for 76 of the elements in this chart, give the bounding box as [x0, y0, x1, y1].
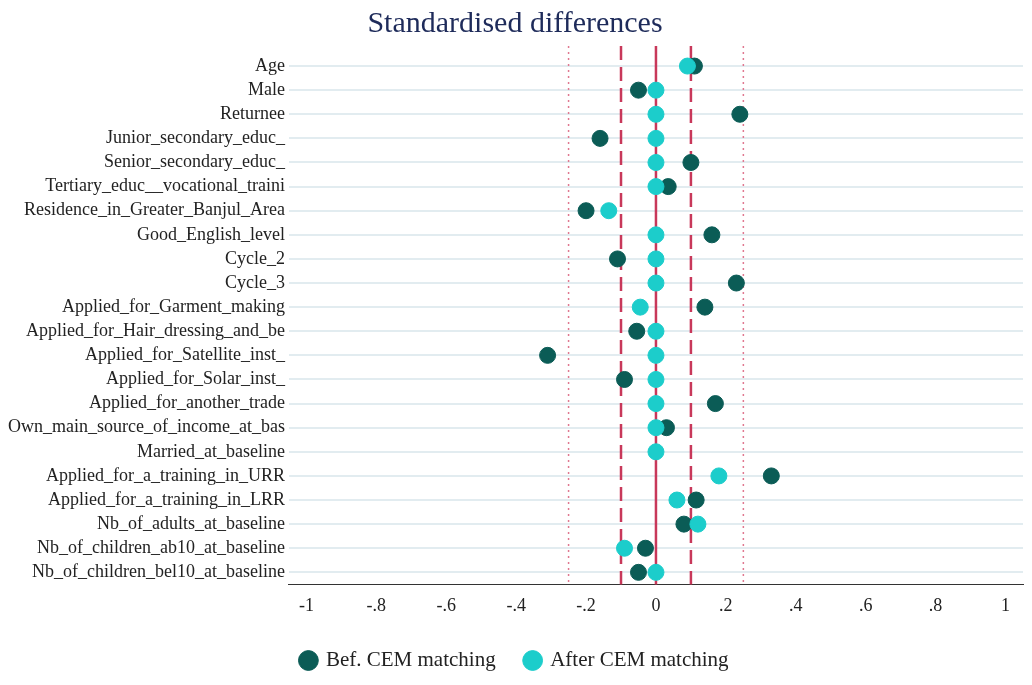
- x-tick-label: .8: [928, 594, 943, 615]
- x-tick-label: -.8: [366, 594, 387, 615]
- y-tick-label: Tertiary_educ__vocational_traini: [45, 175, 285, 196]
- y-tick-label: Senior_secondary_educ_: [103, 151, 286, 172]
- point: [616, 539, 633, 557]
- point: [647, 153, 665, 171]
- y-tick-label: Male: [247, 78, 285, 99]
- point: [647, 226, 665, 244]
- y-tick-label: Applied_for_another_trade: [88, 392, 285, 413]
- x-tick-label: 0: [651, 594, 661, 615]
- x-tick-label: -.2: [576, 594, 596, 615]
- point: [647, 370, 665, 388]
- point: [647, 81, 665, 99]
- point: [631, 298, 649, 316]
- x-tick-label: .2: [719, 594, 733, 615]
- y-tick-label: Nb_of_adults_at_baseline: [96, 512, 285, 533]
- y-tick-label: Applied_for_Hair_dressing_and_be: [25, 319, 285, 340]
- point: [647, 274, 665, 292]
- y-tick-label: Married_at_baseline: [136, 440, 285, 461]
- point: [629, 81, 647, 99]
- y-tick-label: Applied_for_Satellite_inst_: [84, 344, 286, 365]
- point: [647, 395, 665, 413]
- point: [668, 491, 686, 509]
- point: [647, 178, 665, 196]
- point: [647, 250, 665, 268]
- x-tick-label: -.4: [506, 594, 526, 615]
- point: [703, 226, 721, 244]
- point: [647, 346, 665, 364]
- point: [710, 467, 728, 485]
- point: [647, 105, 665, 123]
- point: [616, 370, 633, 388]
- x-tick-label: -.6: [436, 594, 456, 615]
- point: [609, 250, 627, 268]
- point: [706, 395, 724, 413]
- legend-label: After CEM matching: [550, 647, 730, 672]
- y-tick-label: Applied_for_a_training_in_URR: [45, 464, 285, 485]
- y-tick-label: Good_English_level: [136, 223, 285, 244]
- point: [647, 129, 665, 147]
- point: [727, 274, 745, 292]
- y-tick-label: Returnee: [219, 103, 285, 124]
- y-tick-label: Junior_secondary_educ_: [105, 127, 286, 148]
- point: [628, 322, 646, 340]
- legend-label: Bef. CEM matching: [325, 647, 497, 672]
- y-tick-label: Cycle_3: [224, 271, 285, 292]
- point: [636, 539, 654, 557]
- point: [600, 202, 618, 220]
- y-tick-label: Cycle_2: [224, 247, 285, 268]
- y-tick-label: Residence_in_Greater_Banjul_Area: [24, 199, 285, 220]
- y-tick-label: Applied_for_Solar_inst_: [105, 368, 286, 389]
- x-tick-label: 1: [1001, 594, 1011, 615]
- x-tick-label: .4: [789, 594, 803, 615]
- y-tick-label: Applied_for_a_training_in_LRR: [47, 488, 285, 509]
- point: [629, 563, 647, 581]
- point: [675, 515, 693, 533]
- y-tick-label: Nb_of_children_ab10_at_baseline: [37, 536, 285, 557]
- y-tick-label: Applied_for_Garment_making: [61, 295, 285, 316]
- point: [591, 129, 609, 147]
- x-tick-label: .6: [858, 594, 873, 615]
- point: [696, 298, 714, 316]
- point: [762, 467, 780, 485]
- chart-title: Standardised differences: [367, 4, 663, 38]
- point: [731, 105, 749, 123]
- point: [647, 563, 665, 581]
- point: [577, 202, 595, 220]
- y-tick-label: Own_main_source_of_income_at_bas: [7, 416, 285, 437]
- x-tick-label: -1: [298, 594, 314, 615]
- point: [647, 419, 665, 437]
- y-tick-label: Age: [254, 54, 285, 75]
- point: [687, 491, 705, 509]
- point: [647, 322, 665, 340]
- point: [682, 153, 700, 171]
- point: [539, 346, 557, 364]
- point: [689, 515, 707, 533]
- point: [647, 443, 665, 461]
- point: [678, 57, 696, 75]
- y-tick-label: Nb_of_children_bel10_at_baseline: [31, 561, 285, 582]
